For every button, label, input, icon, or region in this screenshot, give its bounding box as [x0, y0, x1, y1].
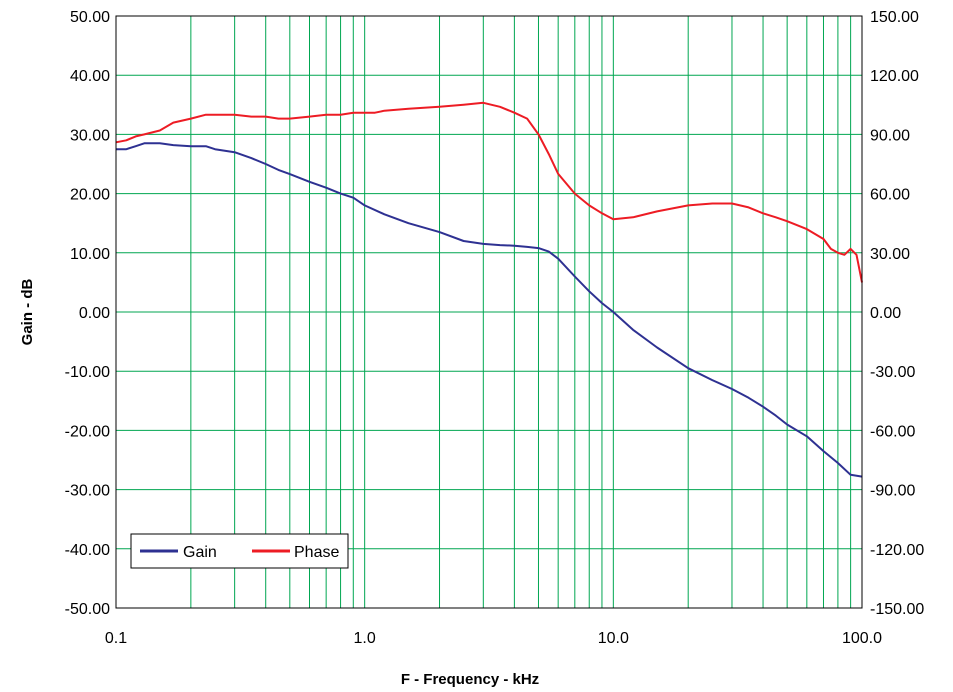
x-axis-ticks: 0.1 1.0 10.0 100.0: [105, 630, 882, 647]
y-left-tick-label: -30.00: [65, 483, 110, 500]
y-right-tick-label: 150.00: [870, 9, 919, 26]
series-line-gain: [116, 142, 863, 478]
y-left-tick-label: -10.00: [65, 364, 110, 381]
legend: Gain Phase: [130, 533, 349, 569]
y-left-tick-label: 30.00: [70, 127, 110, 144]
y-axis-right-ticks: 150.00 120.00 90.00 60.00 30.00 0.00 -30.00 -60…: [870, 9, 924, 618]
y-right-tick-label: 60.00: [870, 187, 910, 204]
y-left-tick-label: 20.00: [70, 187, 110, 204]
y-right-tick-label: 0.00: [870, 305, 901, 322]
y-right-tick-label: 120.00: [870, 68, 919, 85]
y-right-tick-label: -150.00: [870, 601, 924, 618]
x-axis-title: F - Frequency - kHz: [401, 671, 539, 688]
y-left-tick-label: 10.00: [70, 246, 110, 263]
plot-border: [115, 15, 863, 609]
legend-gain-label: Gain: [183, 544, 217, 561]
series-line-phase: [115, 101, 863, 283]
y-right-tick-label: 90.00: [870, 127, 910, 144]
x-tick-label: 10.0: [598, 630, 629, 647]
y-right-tick-label: -90.00: [870, 483, 915, 500]
legend-phase-label: Phase: [294, 544, 339, 561]
series-layer: [115, 101, 863, 478]
x-tick-label: 1.0: [354, 630, 376, 647]
y-left-tick-label: 0.00: [79, 305, 110, 322]
x-tick-label: 0.1: [105, 630, 127, 647]
y-left-tick-label: 40.00: [70, 68, 110, 85]
y-left-tick-label: -50.00: [65, 601, 110, 618]
y-right-tick-label: 30.00: [870, 246, 910, 263]
y-left-tick-label: -40.00: [65, 542, 110, 559]
y-left-tick-label: -20.00: [65, 423, 110, 440]
y-right-tick-label: -60.00: [870, 423, 915, 440]
x-tick-label: 100.0: [842, 630, 882, 647]
y-right-tick-label: -30.00: [870, 364, 915, 381]
y-left-tick-label: 50.00: [70, 9, 110, 26]
grid-lines: [116, 16, 862, 608]
y-right-tick-label: -120.00: [870, 542, 924, 559]
y-axis-left-ticks: 50.00 40.00 30.00 20.00 10.00 0.00 -10.00 -20.0…: [65, 9, 110, 618]
y-axis-title: Gain - dB: [19, 279, 36, 346]
